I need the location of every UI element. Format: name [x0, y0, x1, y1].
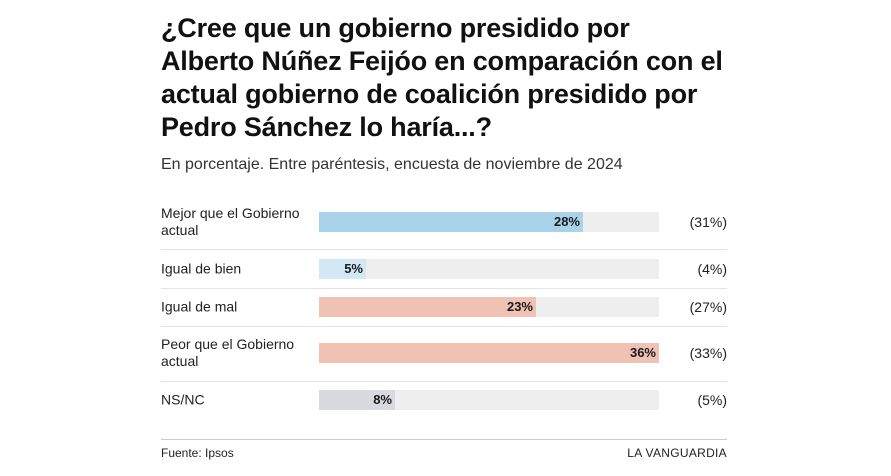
row-divider: [161, 381, 727, 382]
bar-row: Peor que el Gobierno actual 36% (33%): [161, 333, 727, 373]
previous-value-label: (27%): [689, 299, 727, 315]
value-label: 28%: [553, 214, 580, 229]
bar-row: Mejor que el Gobierno actual 28% (31%): [161, 202, 727, 242]
source-note: Fuente: Ipsos: [161, 446, 234, 460]
previous-value-label: (33%): [689, 345, 727, 361]
bar: [319, 390, 395, 410]
category-label: Igual de mal: [161, 298, 238, 315]
chart-subtitle: En porcentaje. Entre paréntesis, encuest…: [161, 156, 623, 173]
row-divider: [161, 326, 727, 327]
bar: [319, 212, 583, 232]
row-divider: [161, 249, 727, 250]
bar: [319, 259, 366, 279]
value-label: 5%: [344, 261, 363, 276]
bar: [319, 343, 659, 363]
bar-track: 28%: [319, 212, 659, 232]
value-label: 23%: [506, 299, 533, 314]
bar-track: 36%: [319, 343, 659, 363]
row-divider: [161, 288, 727, 289]
previous-value-label: (31%): [689, 214, 727, 230]
bar-track: 5%: [319, 259, 659, 279]
category-label: Igual de bien: [161, 260, 242, 277]
category-label: Mejor que el Gobierno actual: [161, 205, 300, 238]
footer-divider: [161, 439, 727, 440]
bar-track: 8%: [319, 390, 659, 410]
category-label: Peor que el Gobierno actual: [161, 336, 295, 369]
previous-value-label: (4%): [697, 261, 727, 277]
value-label: 8%: [373, 392, 392, 407]
brand-logo-text: LA VANGUARDIA: [627, 446, 727, 460]
chart-title: ¿Cree que un gobierno presidido por Albe…: [161, 13, 723, 142]
bar-row: Igual de bien 5% (4%): [161, 251, 727, 287]
category-label: NS/NC: [161, 391, 205, 408]
value-label: 36%: [629, 345, 656, 360]
bar-row: Igual de mal 23% (27%): [161, 289, 727, 325]
previous-value-label: (5%): [697, 392, 727, 408]
bar: [319, 297, 536, 317]
bar-row: NS/NC 8% (5%): [161, 382, 727, 418]
bar-track: 23%: [319, 297, 659, 317]
